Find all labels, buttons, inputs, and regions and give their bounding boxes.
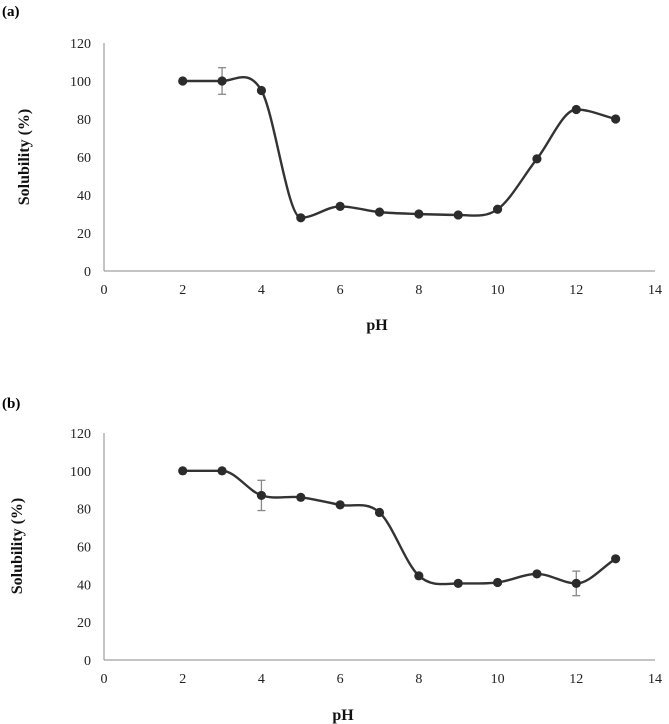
y-tick-label: 0	[84, 654, 91, 669]
x-tick-label: 6	[337, 283, 344, 298]
panel-label: (a)	[2, 4, 20, 20]
data-point	[492, 204, 503, 214]
chart-panel-b: (b) Solubility (%) pH 0 2 4 6 8 10 12 14 0 20 40 6…	[2, 396, 662, 724]
x-tick-label: 8	[415, 283, 422, 298]
y-tick-label: 0	[84, 265, 91, 280]
data-point	[374, 207, 385, 217]
x-tick-label: 12	[569, 672, 583, 687]
panel-label: (b)	[2, 396, 20, 412]
x-tick-labels: 0 2 4 6 8 10 12 14	[101, 283, 663, 298]
data-point	[571, 104, 581, 115]
data-point	[611, 114, 621, 124]
data-point	[571, 578, 581, 588]
axes	[103, 43, 655, 272]
x-axis-title: pH	[366, 317, 388, 334]
y-tick-label: 60	[77, 151, 91, 166]
data-point	[217, 76, 227, 86]
x-tick-label: 8	[415, 672, 422, 687]
y-tick-label: 40	[77, 578, 91, 593]
data-point	[256, 85, 267, 96]
data-point	[217, 466, 227, 476]
y-tick-label: 60	[77, 541, 91, 556]
y-tick-label: 100	[70, 75, 91, 90]
data-point	[492, 577, 503, 588]
x-tick-label: 12	[569, 283, 583, 298]
x-tick-label: 0	[101, 283, 108, 298]
series-line	[182, 76, 616, 219]
data-point	[453, 578, 463, 588]
y-axis-title: Solubility (%)	[16, 109, 33, 205]
data-point	[296, 213, 306, 223]
data-point	[296, 492, 306, 502]
y-axis-title: Solubility (%)	[9, 498, 26, 594]
x-tick-label: 0	[101, 672, 108, 687]
x-tick-label: 4	[258, 672, 265, 687]
y-tick-label: 120	[70, 37, 91, 52]
data-point	[374, 507, 385, 518]
data-point	[335, 201, 345, 211]
data-point	[178, 466, 188, 476]
x-tick-label: 14	[648, 672, 662, 687]
y-tick-label: 40	[77, 189, 91, 204]
data-point	[414, 209, 424, 219]
series-line	[182, 469, 617, 586]
x-tick-label: 2	[179, 672, 186, 687]
y-tick-label: 80	[77, 113, 91, 128]
x-axis-title: pH	[332, 707, 354, 724]
data-point	[532, 154, 542, 164]
y-tick-label: 20	[77, 227, 91, 242]
x-tick-labels: 0 2 4 6 8 10 12 14	[101, 672, 663, 687]
data-point	[335, 500, 345, 510]
plot-area	[178, 466, 621, 597]
x-tick-label: 10	[491, 672, 505, 687]
data-point	[414, 571, 424, 581]
y-tick-label: 20	[77, 616, 91, 631]
x-tick-label: 6	[337, 672, 344, 687]
x-tick-label: 14	[648, 283, 662, 298]
y-tick-label: 100	[70, 465, 91, 480]
y-tick-labels: 0 20 40 60 80 100 120	[70, 37, 91, 280]
x-tick-label: 10	[491, 283, 505, 298]
x-tick-label: 4	[258, 283, 265, 298]
data-point	[611, 554, 621, 564]
y-tick-label: 120	[70, 427, 91, 442]
data-point	[453, 210, 463, 220]
axes	[103, 433, 655, 661]
data-point	[178, 76, 188, 86]
chart-panel-a: (a) Solubility (%) pH 0 2 4 6 8 10 12 14 0 20 40 6…	[2, 4, 662, 334]
data-point	[256, 490, 267, 501]
y-tick-labels: 0 20 40 60 80 100 120	[70, 427, 91, 669]
y-tick-label: 80	[77, 503, 91, 518]
plot-area	[178, 67, 621, 223]
data-point	[532, 569, 542, 579]
x-tick-label: 2	[179, 283, 186, 298]
